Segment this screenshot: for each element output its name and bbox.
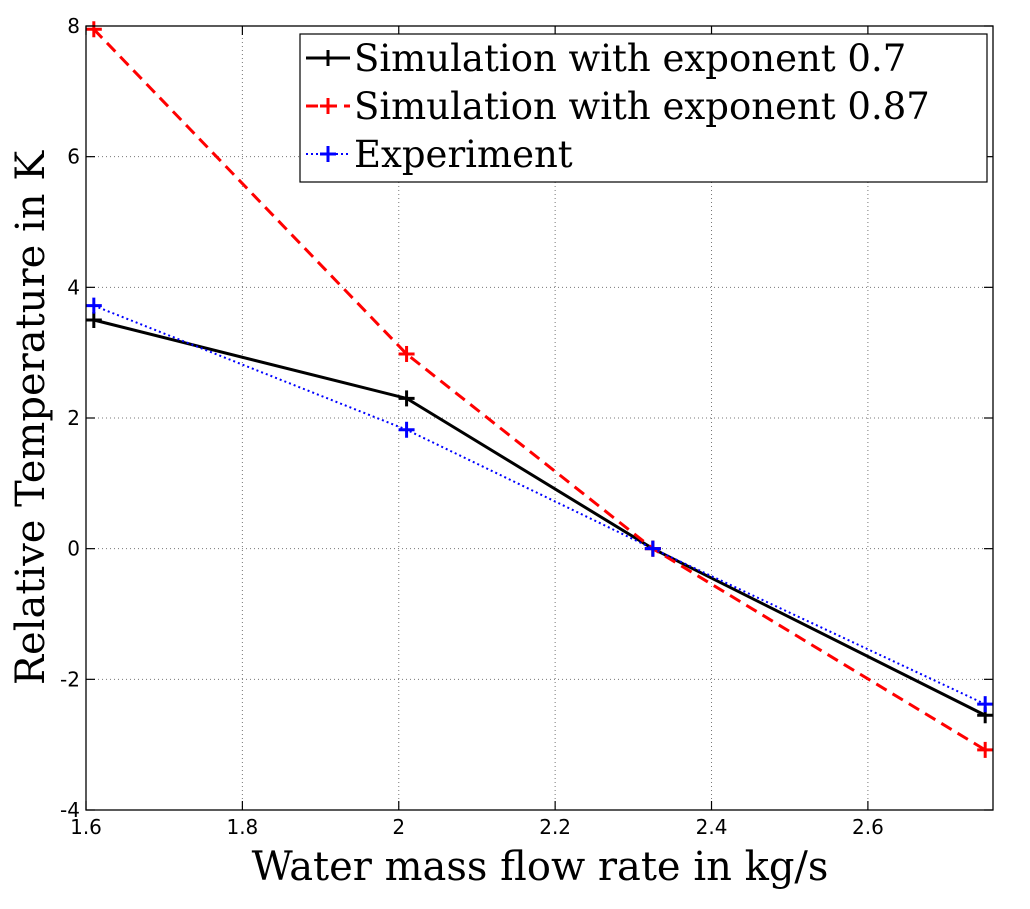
series-line [93,318,986,717]
y-tick-label: -4 [60,798,80,822]
x-tick-label: 2.2 [539,815,571,839]
legend: Simulation with exponent 0.7 Simulation w… [299,33,988,183]
data-point-marker [85,21,102,38]
legend-entry: Experiment [306,133,573,176]
series-layer [85,21,994,758]
y-tick-label: 6 [67,145,80,169]
data-point-marker [398,390,415,407]
x-tick-label: 1.8 [226,815,258,839]
legend-entry: Simulation with exponent 0.7 [306,37,906,80]
series-line [92,28,986,752]
data-point-marker [644,540,661,557]
y-tick-label: 0 [67,537,80,561]
legend-label: Simulation with exponent 0.7 [354,37,906,80]
legend-entry: Simulation with exponent 0.87 [306,85,930,128]
y-tick-label: 4 [67,275,80,299]
ticks: 1.6 1.8 2 2.2 2.4 2.6 -4 -2 0 2 4 6 8 [60,14,993,839]
y-tick-label: 8 [67,14,80,38]
y-tick-label: 2 [67,406,80,430]
data-point-marker [977,696,994,713]
legend-box [299,33,988,183]
y-axis-title: Relative Temperature in K [8,150,54,685]
grid [86,26,993,810]
x-tick-label: 2 [392,815,405,839]
data-point-marker [398,421,415,438]
x-axis-title: Water mass flow rate in kg/s [252,844,829,890]
data-point-marker [85,297,102,314]
y-tick-label: -2 [60,667,80,691]
x-tick-label: 1.6 [70,815,102,839]
data-point-marker [398,345,415,362]
x-tick-label: 2.6 [852,815,884,839]
x-tick-label: 2.4 [696,815,728,839]
data-point-marker [977,741,994,758]
legend-label: Experiment [354,133,573,176]
data-point-marker [85,312,102,328]
series-3 [85,297,994,713]
legend-label: Simulation with exponent 0.87 [354,85,930,128]
